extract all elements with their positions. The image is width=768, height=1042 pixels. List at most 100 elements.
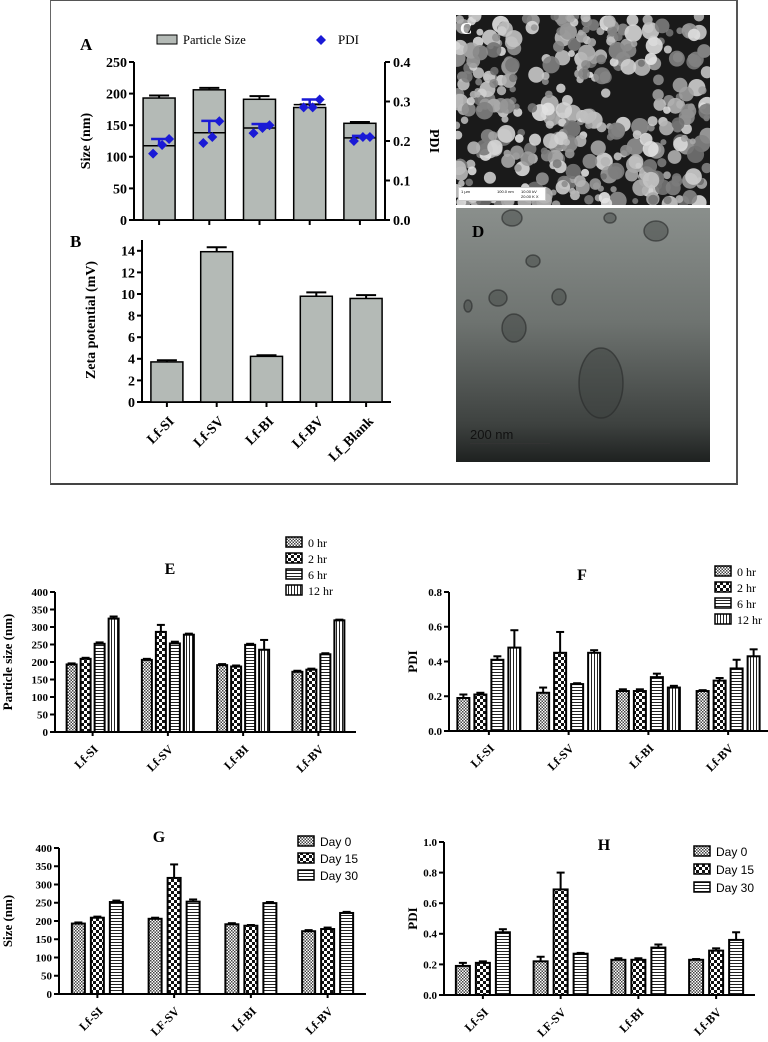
svg-text:1.0: 1.0 bbox=[423, 837, 437, 849]
svg-text:50: 50 bbox=[41, 971, 53, 983]
svg-text:2 hr: 2 hr bbox=[737, 581, 756, 595]
sem-micrograph: C 1 µm 100.0 nm 10.00 kV 20.00 K X bbox=[456, 15, 710, 205]
svg-text:Lf_Blank: Lf_Blank bbox=[326, 414, 377, 465]
svg-text:250: 250 bbox=[32, 639, 49, 651]
sem-scale-bar: 1 µm 100.0 nm 10.00 kV 20.00 K X bbox=[458, 187, 546, 201]
svg-text:Lf-BI: Lf-BI bbox=[221, 742, 251, 772]
svg-text:400: 400 bbox=[32, 587, 49, 599]
svg-text:A: A bbox=[80, 35, 93, 54]
svg-text:LF-SV: LF-SV bbox=[534, 1005, 569, 1040]
chart-f-pdi-over-hours: F 0.0 0.2 0.4 0.6 0.8 PDI Lf-SI Lf-SV Lf-BI Lf-BV 0… bbox=[405, 565, 768, 774]
svg-text:6: 6 bbox=[128, 331, 135, 346]
svg-text:F: F bbox=[577, 567, 587, 584]
svg-text:100: 100 bbox=[32, 692, 49, 704]
sem-scale-detail: 100.0 nm bbox=[497, 189, 514, 194]
svg-text:250: 250 bbox=[106, 56, 127, 71]
svg-text:Lf-SV: Lf-SV bbox=[144, 742, 176, 774]
svg-text:0.6: 0.6 bbox=[428, 622, 442, 634]
svg-text:Lf-BV: Lf-BV bbox=[691, 1005, 724, 1038]
chart-h-pdi-over-days: H 0.0 0.2 0.4 0.6 0.8 1.0 PDI Lf-SI LF-SV Lf-BI Lf-… bbox=[405, 837, 755, 1040]
svg-text:H: H bbox=[598, 837, 611, 854]
svg-text:0 hr: 0 hr bbox=[308, 536, 327, 550]
svg-text:350: 350 bbox=[36, 861, 53, 873]
svg-text:Lf-BV: Lf-BV bbox=[290, 414, 328, 452]
svg-text:PDI: PDI bbox=[405, 650, 420, 672]
svg-text:Particle size (nm): Particle size (nm) bbox=[0, 614, 15, 711]
svg-text:Lf-SI: Lf-SI bbox=[76, 1004, 105, 1033]
chart-g-size-over-days: G 0 50 100 150 200 250 300 350 400 Size (nm) Lf-SI L… bbox=[0, 829, 366, 1039]
svg-text:0.8: 0.8 bbox=[428, 587, 442, 599]
panel-letter-d: D bbox=[472, 222, 485, 241]
svg-text:0.4: 0.4 bbox=[423, 929, 437, 941]
svg-text:Particle Size: Particle Size bbox=[183, 33, 246, 47]
svg-text:PDI: PDI bbox=[338, 32, 359, 47]
svg-text:12: 12 bbox=[121, 266, 135, 281]
svg-text:200: 200 bbox=[32, 657, 49, 669]
svg-text:0.2: 0.2 bbox=[423, 959, 437, 971]
svg-text:0: 0 bbox=[43, 727, 49, 739]
svg-text:6 hr: 6 hr bbox=[308, 568, 327, 582]
tem-micrograph: D 200 nm bbox=[456, 208, 710, 462]
svg-text:Lf-BI: Lf-BI bbox=[243, 414, 277, 448]
svg-text:14: 14 bbox=[121, 245, 135, 260]
svg-text:0.0: 0.0 bbox=[423, 990, 437, 1002]
svg-text:PDI: PDI bbox=[405, 907, 420, 929]
svg-text:Lf-BV: Lf-BV bbox=[303, 1004, 336, 1037]
svg-text:Day 15: Day 15 bbox=[320, 852, 358, 866]
svg-text:150: 150 bbox=[106, 119, 127, 134]
svg-text:Day 30: Day 30 bbox=[716, 881, 754, 895]
svg-text:350: 350 bbox=[32, 604, 49, 616]
chart-b-zeta-potential: B 0 2 4 6 8 10 12 14 Zeta potential (mV) Lf-SI Lf-S… bbox=[70, 232, 391, 465]
svg-text:Size (nm): Size (nm) bbox=[0, 895, 15, 947]
svg-text:200: 200 bbox=[106, 88, 127, 103]
svg-text:0: 0 bbox=[120, 214, 127, 229]
svg-text:0.8: 0.8 bbox=[423, 867, 437, 879]
svg-text:G: G bbox=[153, 829, 166, 846]
svg-text:12 hr: 12 hr bbox=[308, 584, 333, 598]
svg-text:Day 0: Day 0 bbox=[716, 845, 748, 859]
tem-scale-bar bbox=[470, 443, 550, 444]
svg-text:100: 100 bbox=[106, 151, 127, 166]
svg-text:50: 50 bbox=[113, 182, 127, 197]
svg-text:Lf-SI: Lf-SI bbox=[145, 414, 178, 447]
tem-particles bbox=[463, 209, 669, 419]
svg-text:2: 2 bbox=[128, 374, 135, 389]
panel-letter-c: C bbox=[460, 19, 473, 38]
svg-text:100: 100 bbox=[36, 952, 53, 964]
svg-text:0.4: 0.4 bbox=[393, 56, 411, 71]
svg-text:150: 150 bbox=[32, 674, 49, 686]
svg-text:Lf-BI: Lf-BI bbox=[229, 1004, 259, 1034]
svg-text:0: 0 bbox=[47, 989, 53, 1001]
svg-text:12 hr: 12 hr bbox=[737, 613, 762, 627]
svg-text:Day 15: Day 15 bbox=[716, 863, 754, 877]
svg-text:0.3: 0.3 bbox=[393, 95, 411, 110]
svg-text:Zeta potential (mV): Zeta potential (mV) bbox=[84, 261, 99, 380]
svg-text:10: 10 bbox=[121, 288, 135, 303]
svg-text:Day 30: Day 30 bbox=[320, 869, 358, 883]
svg-text:0.0: 0.0 bbox=[428, 726, 442, 738]
svg-text:250: 250 bbox=[36, 898, 53, 910]
svg-text:Lf-SI: Lf-SI bbox=[468, 741, 497, 770]
svg-text:Lf-BI: Lf-BI bbox=[616, 1005, 646, 1035]
svg-text:50: 50 bbox=[37, 709, 49, 721]
svg-text:0.2: 0.2 bbox=[393, 135, 411, 150]
svg-text:300: 300 bbox=[36, 879, 53, 891]
sem-magnification: 20.00 K X bbox=[521, 194, 539, 199]
svg-text:2 hr: 2 hr bbox=[308, 552, 327, 566]
svg-text:0.2: 0.2 bbox=[428, 691, 442, 703]
sem-voltage: 10.00 kV bbox=[521, 189, 537, 194]
sem-scale-label: 1 µm bbox=[461, 189, 470, 194]
svg-text:400: 400 bbox=[36, 843, 53, 855]
svg-text:300: 300 bbox=[32, 622, 49, 634]
svg-text:6 hr: 6 hr bbox=[737, 597, 756, 611]
svg-text:Lf-SI: Lf-SI bbox=[72, 742, 101, 771]
svg-text:E: E bbox=[165, 561, 176, 578]
svg-text:Lf-SV: Lf-SV bbox=[545, 741, 577, 773]
svg-text:0.1: 0.1 bbox=[393, 174, 411, 189]
svg-text:200: 200 bbox=[36, 916, 53, 928]
svg-text:LF-SV: LF-SV bbox=[148, 1004, 183, 1039]
svg-text:0.6: 0.6 bbox=[423, 898, 437, 910]
svg-text:B: B bbox=[70, 232, 81, 251]
chart-e-size-over-hours: E 0 50 100 150 200 250 300 350 400 Particle size (… bbox=[0, 536, 356, 775]
svg-text:0.4: 0.4 bbox=[428, 656, 442, 668]
